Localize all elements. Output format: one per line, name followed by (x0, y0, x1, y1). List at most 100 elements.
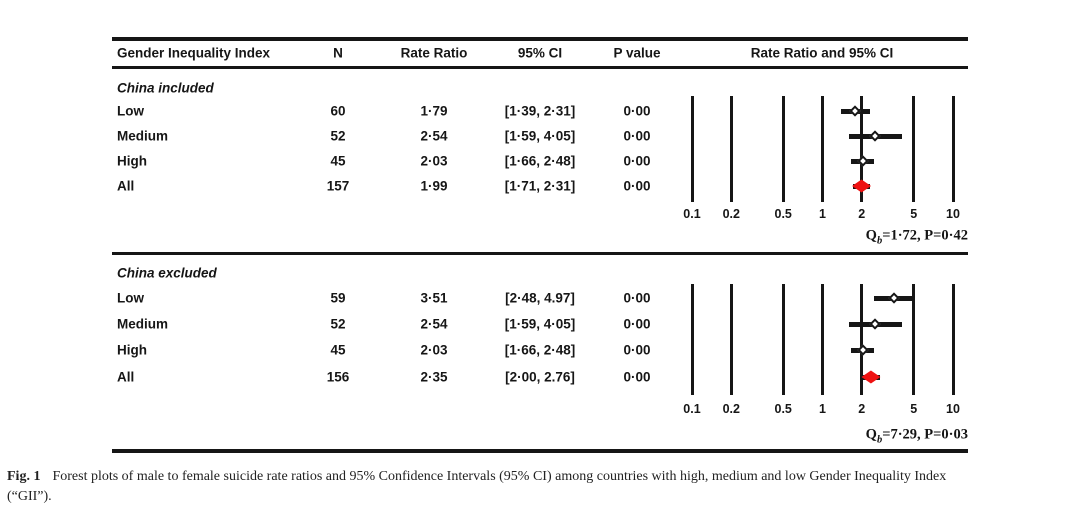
plot-gridline (912, 284, 916, 395)
plot-gridline (951, 96, 955, 202)
cell-ci: [1·66, 2·48] (504, 342, 576, 358)
heterogeneity-stat: Qb=7·29, P=0·03 (865, 426, 968, 446)
plot-gridline (821, 96, 824, 202)
stat-q: Q (865, 227, 877, 244)
column-header-rate-ratio: Rate Ratio (400, 45, 468, 61)
cell-p-value: 0·00 (623, 290, 651, 306)
column-header-n: N (333, 45, 343, 61)
axis-tick-label: 0.1 (683, 402, 701, 416)
row-label-high: High (117, 342, 147, 358)
figure-label: Fig. 1 (7, 469, 41, 484)
plot-gridline (729, 284, 733, 395)
axis-tick-label: 1 (819, 402, 826, 416)
row-label-high: High (117, 153, 147, 169)
column-header-p-value: P value (613, 45, 661, 61)
cell-rate-ratio: 2·54 (420, 316, 448, 332)
cell-p-value: 0·00 (623, 178, 651, 194)
estimate-diamond (869, 130, 881, 142)
caption-text: Forest plots of male to female suicide r… (52, 469, 947, 484)
axis-tick-label: 10 (946, 207, 960, 221)
row-label-all: All (117, 369, 135, 385)
row-label-medium: Medium (117, 128, 169, 144)
cell-ci: [1·66, 2·48] (504, 153, 576, 169)
cell-p-value: 0·00 (623, 369, 651, 385)
cell-p-value: 0·00 (623, 103, 651, 119)
table-rule-under-header (112, 66, 968, 69)
estimate-diamond (856, 344, 869, 356)
plot-gridline (729, 96, 733, 202)
cell-rate-ratio: 2·35 (420, 369, 448, 385)
table-rule-divider (112, 252, 968, 255)
stat-q-subscript: b (876, 235, 883, 247)
panel-section-label: China included (117, 80, 214, 96)
figure-caption-line1: Fig. 1 Forest plots of male to female sui… (7, 469, 946, 485)
axis-tick-label: 5 (910, 402, 918, 416)
axis-tick-label: 0.2 (722, 207, 740, 221)
stat-values: =1·72, P=0·42 (882, 227, 968, 244)
figure-caption-line2: (“GII”). (7, 489, 52, 504)
row-label-low: Low (117, 103, 144, 119)
cell-n: 157 (326, 178, 350, 194)
column-header-ci: 95% CI (517, 45, 563, 61)
row-label-medium: Medium (117, 316, 169, 332)
cell-n: 156 (326, 369, 350, 385)
cell-rate-ratio: 3·51 (420, 290, 448, 306)
axis-tick-label: 2 (858, 402, 866, 416)
cell-ci: [2·48, 4.97] (505, 290, 575, 306)
cell-ci: [1·59, 4·05] (504, 128, 576, 144)
row-label-low: Low (117, 290, 144, 306)
table-rule-top (112, 37, 968, 41)
cell-p-value: 0·00 (623, 128, 651, 144)
plot-gridline (951, 284, 955, 395)
column-header-plot: Rate Ratio and 95% CI (750, 45, 894, 61)
stat-q-subscript: b (876, 434, 883, 446)
stat-values: =7·29, P=0·03 (882, 426, 968, 443)
cell-p-value: 0·00 (623, 153, 651, 169)
table-rule-bottom (112, 449, 968, 453)
cell-ci: [1·39, 2·31] (504, 103, 576, 119)
axis-tick-label: 0.1 (683, 207, 701, 221)
cell-rate-ratio: 1·79 (420, 103, 448, 119)
plot-gridline (781, 96, 785, 202)
axis-tick-label: 0.5 (774, 402, 792, 416)
plot-gridline (690, 96, 694, 202)
cell-rate-ratio: 2·03 (420, 153, 448, 169)
cell-n: 45 (330, 153, 346, 169)
plot-gridline (860, 96, 864, 202)
cell-rate-ratio: 1·99 (420, 178, 448, 194)
cell-rate-ratio: 2·54 (420, 128, 448, 144)
panel-section-label: China excluded (117, 265, 217, 281)
cell-p-value: 0·00 (623, 316, 651, 332)
plot-gridline (690, 284, 694, 395)
axis-tick-label: 2 (858, 207, 866, 221)
axis-tick-label: 0.5 (774, 207, 792, 221)
plot-gridline (860, 284, 864, 395)
cell-ci: [1·71, 2·31] (504, 178, 576, 194)
estimate-diamond (869, 318, 881, 330)
cell-ci: [2·00, 2.76] (505, 369, 575, 385)
plot-gridline (912, 96, 916, 202)
summary-diamond (861, 370, 881, 384)
cell-n: 52 (330, 128, 346, 144)
plot-gridline (821, 284, 824, 395)
cell-ci: [1·59, 4·05] (504, 316, 576, 332)
axis-tick-label: 1 (819, 207, 826, 221)
cell-n: 60 (330, 103, 346, 119)
summary-diamond (852, 179, 871, 193)
axis-tick-label: 5 (910, 207, 918, 221)
cell-n: 45 (330, 342, 346, 358)
cell-n: 59 (330, 290, 346, 306)
axis-tick-label: 10 (946, 402, 960, 416)
axis-tick-label: 0.2 (722, 402, 740, 416)
cell-p-value: 0·00 (623, 342, 651, 358)
row-label-all: All (117, 178, 135, 194)
cell-rate-ratio: 2·03 (420, 342, 448, 358)
plot-gridline (781, 284, 785, 395)
stat-q: Q (865, 426, 877, 443)
estimate-diamond (887, 292, 900, 304)
estimate-diamond (856, 155, 869, 167)
column-header-gii: Gender Inequality Index (117, 45, 271, 61)
heterogeneity-stat: Qb=1·72, P=0·42 (865, 227, 968, 247)
cell-n: 52 (330, 316, 346, 332)
